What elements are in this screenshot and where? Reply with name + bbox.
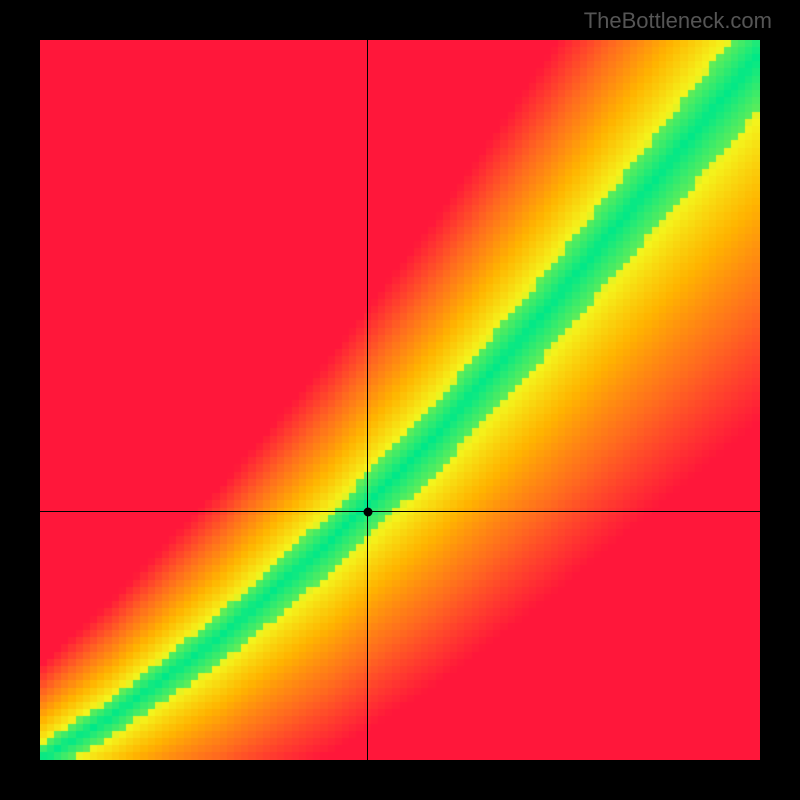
crosshair-horizontal xyxy=(40,511,760,512)
crosshair-vertical xyxy=(367,40,368,760)
data-point-marker xyxy=(363,507,372,516)
heatmap-canvas xyxy=(40,40,760,760)
watermark-text: TheBottleneck.com xyxy=(584,8,772,34)
plot-area xyxy=(40,40,760,760)
chart-frame: TheBottleneck.com xyxy=(0,0,800,800)
